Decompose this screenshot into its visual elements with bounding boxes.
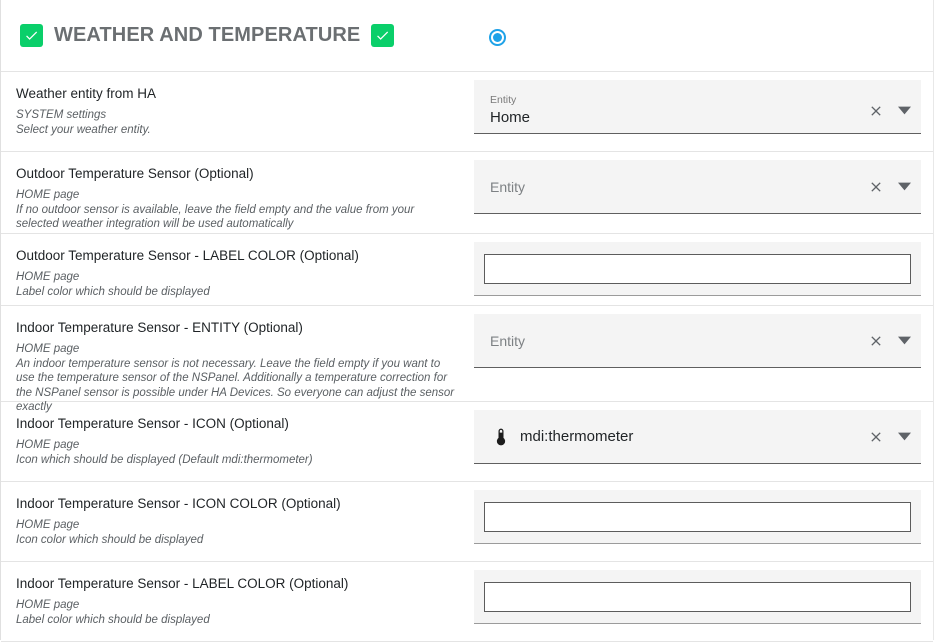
- color-swatch[interactable]: [484, 253, 911, 284]
- field-placeholder: Entity: [490, 332, 526, 349]
- setting-row-control: mdi:thermometer: [474, 402, 934, 472]
- setting-row: Weather entity from HA SYSTEM settings S…: [1, 72, 933, 152]
- setting-row: Indoor Temperature Sensor - LABEL COLOR …: [1, 562, 933, 642]
- setting-row-control: [474, 482, 934, 552]
- field-text-area: Entity: [490, 178, 859, 196]
- setting-description: HOME page Icon which should be displayed…: [16, 438, 456, 467]
- chevron-down-icon[interactable]: [895, 178, 913, 196]
- outdoor-label-color-field[interactable]: [474, 242, 921, 296]
- setting-row: Indoor Temperature Sensor - ICON (Option…: [1, 402, 933, 482]
- setting-hint: An indoor temperature sensor is not nece…: [16, 357, 455, 414]
- setting-row-control: Entity: [474, 306, 934, 376]
- setting-label: Indoor Temperature Sensor - ENTITY (Opti…: [16, 320, 303, 335]
- section-radio-button[interactable]: [487, 27, 507, 47]
- outdoor-temperature-entity-field[interactable]: Entity: [474, 160, 921, 214]
- chevron-down-icon[interactable]: [895, 332, 913, 350]
- field-text-area: Entity: [490, 332, 859, 350]
- setting-row-info: Indoor Temperature Sensor - ENTITY (Opti…: [1, 306, 474, 427]
- close-icon[interactable]: [867, 102, 885, 120]
- color-swatch[interactable]: [484, 581, 911, 612]
- check-icon: [26, 31, 38, 40]
- indoor-icon-color-field[interactable]: [474, 490, 921, 544]
- thermometer-icon: [490, 425, 512, 449]
- setting-row: Indoor Temperature Sensor - ICON COLOR (…: [1, 482, 933, 562]
- field-text-area: mdi:thermometer: [520, 427, 859, 446]
- setting-hint: Icon color which should be displayed: [16, 533, 204, 546]
- field-icons: [859, 102, 913, 120]
- setting-page-tag: HOME page: [16, 343, 80, 355]
- section-enable-checkbox-right[interactable]: [371, 24, 395, 47]
- color-swatch[interactable]: [484, 501, 911, 532]
- setting-hint: Select your weather entity.: [16, 123, 151, 136]
- setting-row-info: Outdoor Temperature Sensor (Optional) HO…: [1, 152, 474, 244]
- indoor-temperature-icon-field[interactable]: mdi:thermometer: [474, 410, 921, 464]
- setting-row: Indoor Temperature Sensor - ENTITY (Opti…: [1, 306, 934, 413]
- page-title: WEATHER AND TEMPERATURE: [54, 24, 361, 46]
- field-placeholder: Entity: [490, 178, 526, 195]
- settings-rows: Weather entity from HA SYSTEM settings S…: [1, 72, 933, 642]
- setting-row-info: Indoor Temperature Sensor - ICON COLOR (…: [1, 482, 474, 559]
- setting-description: SYSTEM settings Select your weather enti…: [16, 108, 456, 137]
- setting-row: Outdoor Temperature Sensor (Optional) HO…: [1, 152, 933, 234]
- close-icon[interactable]: [867, 178, 885, 196]
- radio-inner-dot: [492, 32, 502, 42]
- field-value: mdi:thermometer: [520, 428, 634, 445]
- setting-label: Weather entity from HA: [16, 86, 157, 101]
- field-icons: [859, 332, 913, 350]
- setting-label: Outdoor Temperature Sensor - LABEL COLOR…: [16, 248, 359, 263]
- setting-row: Outdoor Temperature Sensor - LABEL COLOR…: [1, 234, 933, 306]
- setting-hint: If no outdoor sensor is available, leave…: [16, 203, 415, 231]
- setting-hint: Icon which should be displayed (Default …: [16, 453, 313, 466]
- setting-page-tag: HOME page: [16, 599, 80, 611]
- setting-label: Indoor Temperature Sensor - LABEL COLOR …: [16, 576, 349, 591]
- setting-page-tag: HOME page: [16, 189, 80, 201]
- radio-selected-icon: [488, 28, 506, 46]
- section-header: WEATHER AND TEMPERATURE: [1, 0, 933, 72]
- check-icon: [377, 31, 389, 40]
- setting-page-tag: HOME page: [16, 519, 80, 531]
- chevron-down-icon[interactable]: [895, 428, 913, 446]
- setting-row-info: Indoor Temperature Sensor - LABEL COLOR …: [1, 562, 474, 639]
- field-icons: [859, 428, 913, 446]
- setting-row-control: Entity Home: [474, 72, 934, 142]
- chevron-down-icon[interactable]: [895, 102, 913, 120]
- setting-hint: Label color which should be displayed: [16, 613, 210, 626]
- setting-description: HOME page If no outdoor sensor is availa…: [16, 188, 456, 232]
- setting-row-control: Entity: [474, 152, 934, 222]
- section-enable-checkbox-left[interactable]: [20, 24, 43, 47]
- setting-page-tag: HOME page: [16, 271, 80, 283]
- setting-description: HOME page Icon color which should be dis…: [16, 518, 456, 547]
- setting-label: Indoor Temperature Sensor - ICON (Option…: [16, 416, 289, 431]
- indoor-label-color-field[interactable]: [474, 570, 921, 624]
- setting-label: Indoor Temperature Sensor - ICON COLOR (…: [16, 496, 341, 511]
- setting-row-control: [474, 234, 934, 304]
- setting-description: HOME page An indoor temperature sensor i…: [16, 342, 456, 415]
- indoor-temperature-entity-field[interactable]: Entity: [474, 314, 921, 368]
- close-icon[interactable]: [867, 428, 885, 446]
- setting-description: HOME page Label color which should be di…: [16, 270, 456, 299]
- setting-description: HOME page Label color which should be di…: [16, 598, 456, 627]
- setting-row-control: [474, 562, 934, 632]
- setting-row-info: Weather entity from HA SYSTEM settings S…: [1, 72, 474, 149]
- close-icon[interactable]: [867, 332, 885, 350]
- field-icons: [859, 178, 913, 196]
- setting-label: Outdoor Temperature Sensor (Optional): [16, 166, 254, 181]
- setting-row-info: Indoor Temperature Sensor - ICON (Option…: [1, 402, 474, 479]
- weather-entity-field[interactable]: Entity Home: [474, 80, 921, 134]
- setting-hint: Label color which should be displayed: [16, 285, 210, 298]
- setting-row-info: Outdoor Temperature Sensor - LABEL COLOR…: [1, 234, 474, 311]
- setting-page-tag: HOME page: [16, 439, 80, 451]
- field-value: Home: [490, 109, 531, 126]
- setting-page-tag: SYSTEM settings: [16, 109, 107, 121]
- field-text-area: Entity Home: [490, 94, 859, 127]
- field-float-label: Entity: [490, 94, 517, 106]
